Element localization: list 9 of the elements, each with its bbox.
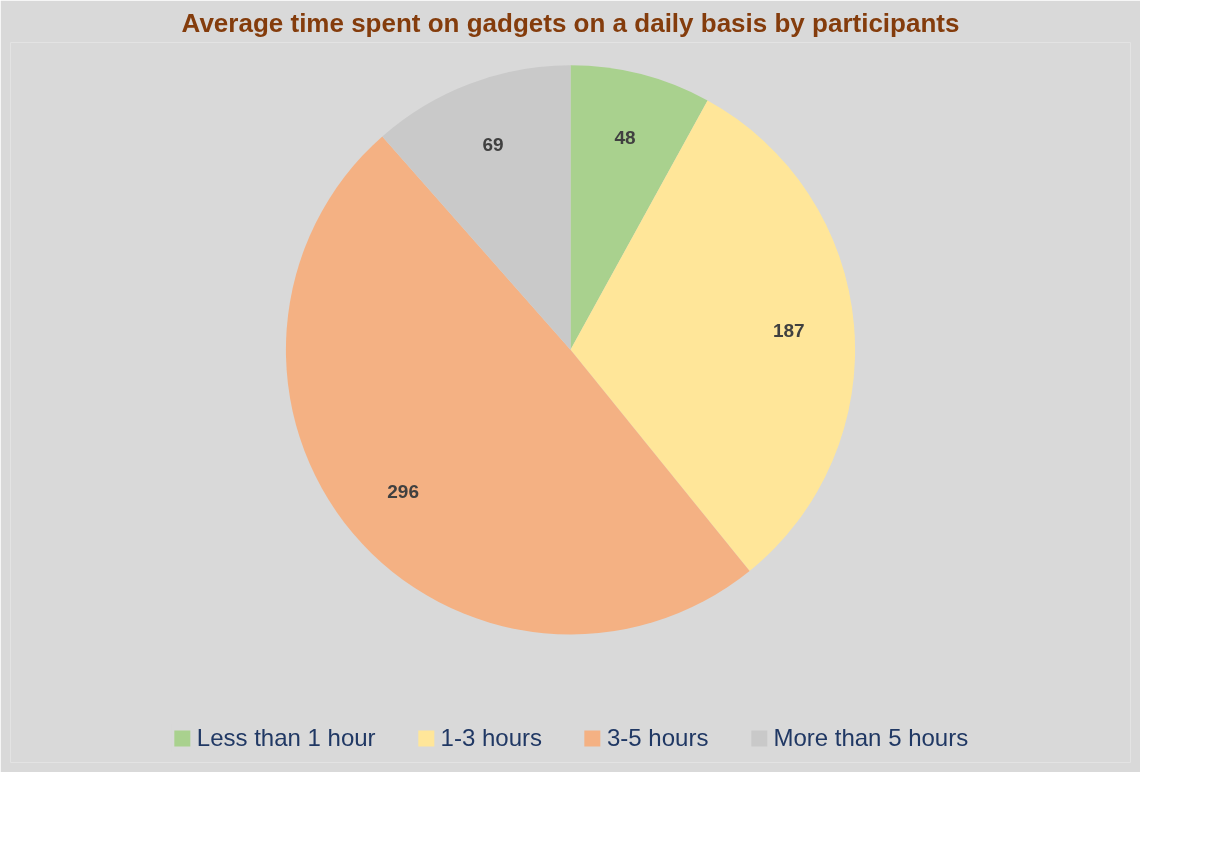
data-label: 69 [482, 134, 504, 156]
legend-label: Less than 1 hour [196, 724, 376, 752]
legend-label: 3-5 hours [607, 724, 709, 752]
legend-label: More than 5 hours [773, 724, 969, 752]
data-label: 296 [387, 480, 419, 502]
data-label: 187 [772, 319, 805, 341]
legend-label: 1-3 hours [440, 724, 543, 752]
data-label: 48 [614, 127, 636, 149]
chart-title: Average time spent on gadgets on a daily basis by participants [181, 7, 960, 38]
